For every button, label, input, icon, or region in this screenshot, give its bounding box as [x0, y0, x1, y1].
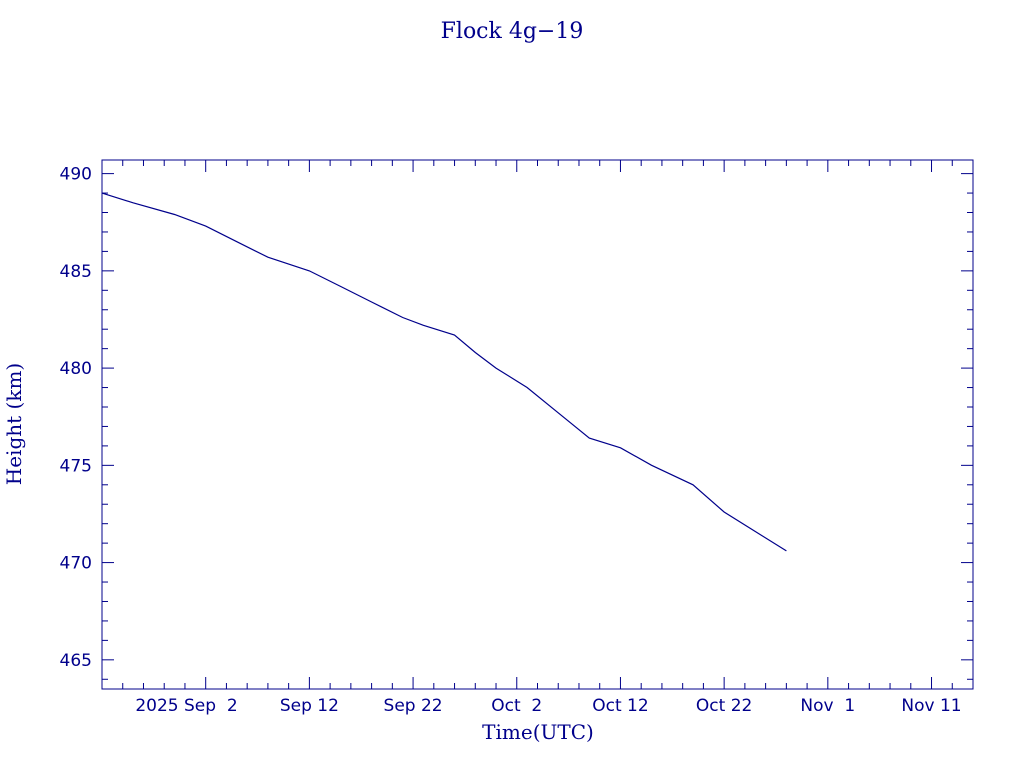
- y-tick-label: 485: [60, 262, 92, 282]
- chart-title: Flock 4g−19: [441, 19, 584, 44]
- x-tick-label: Nov 1: [800, 696, 855, 716]
- x-axis-tick-labels: 2025 Sep 2 Sep 12 Sep 22 Oct 2 Oct 12 Oct 22 N…: [135, 696, 961, 716]
- y-axis-tick-labels: 465 470 475 480 485 490: [60, 165, 92, 671]
- y-axis-ticks: [102, 173, 973, 680]
- y-tick-label: 465: [60, 651, 92, 671]
- x-axis-label: Time(UTC): [482, 720, 594, 744]
- x-tick-label: Oct 2: [491, 696, 542, 716]
- x-tick-label: 2025 Sep 2: [135, 696, 237, 716]
- series-line: [101, 192, 787, 552]
- y-tick-label: 490: [60, 165, 92, 185]
- x-tick-label: Sep 12: [280, 696, 339, 716]
- y-tick-label: 480: [60, 359, 92, 379]
- x-tick-label: Oct 12: [592, 696, 648, 716]
- y-tick-label: 470: [60, 554, 92, 574]
- x-axis-ticks: [122, 160, 974, 689]
- x-tick-label: Sep 22: [384, 696, 443, 716]
- x-tick-label: Nov 11: [901, 696, 961, 716]
- y-axis-label: Height (km): [2, 363, 26, 485]
- y-tick-label: 475: [60, 456, 92, 476]
- x-tick-label: Oct 22: [696, 696, 752, 716]
